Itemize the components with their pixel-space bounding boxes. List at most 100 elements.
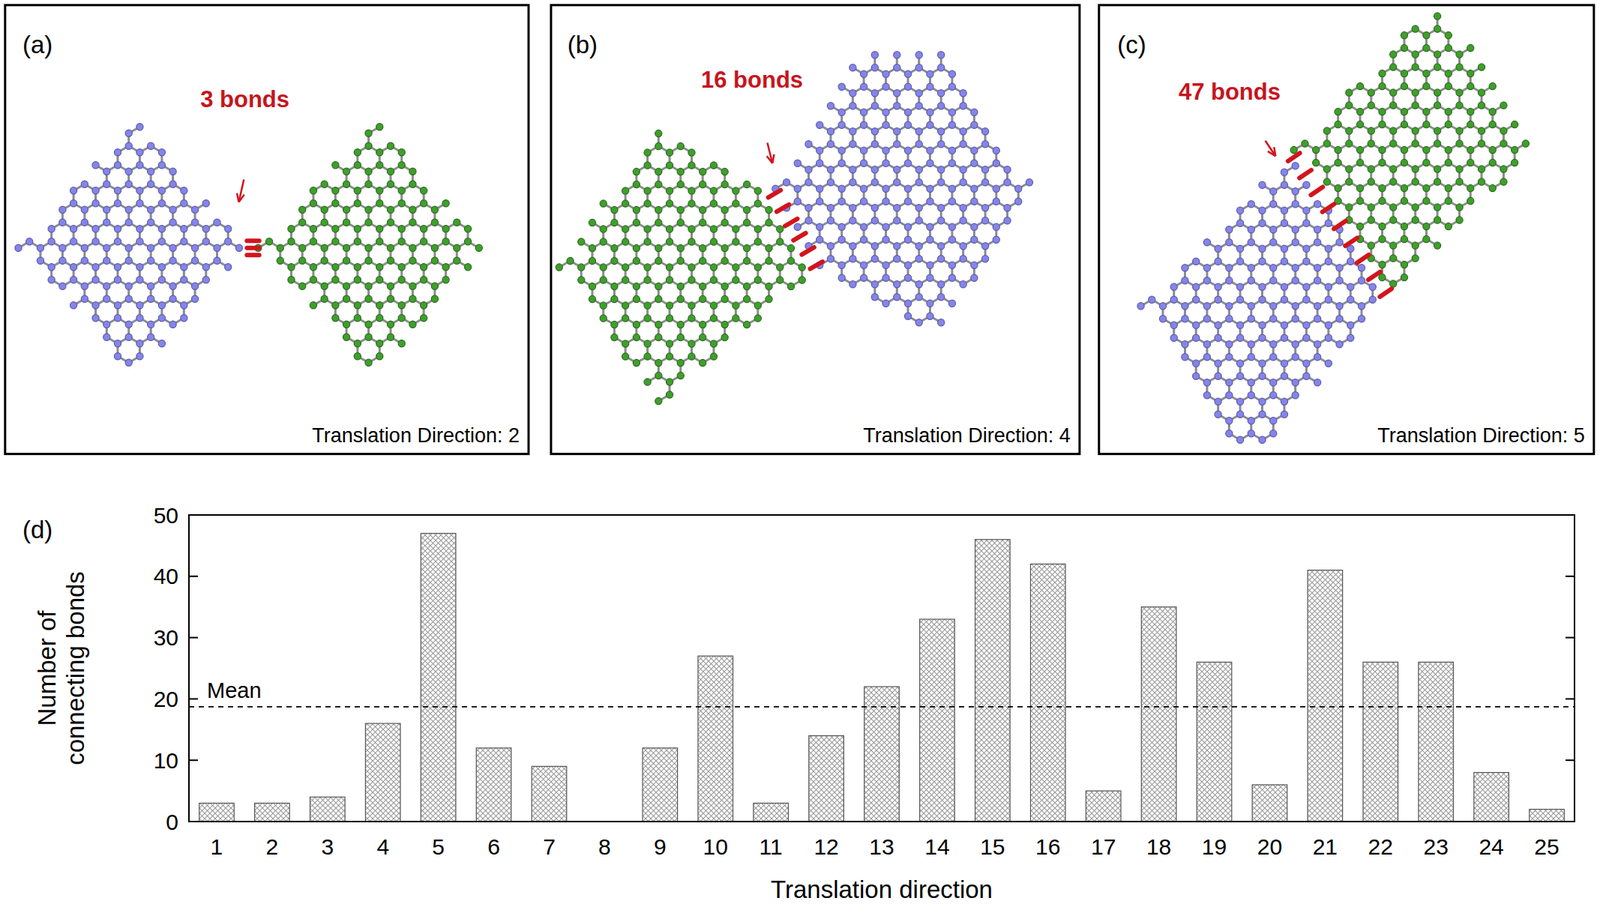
atom (1225, 264, 1233, 272)
atom (838, 108, 845, 116)
atom (970, 146, 978, 154)
atom (721, 180, 729, 188)
atom (948, 261, 956, 269)
atom (343, 333, 351, 341)
atom (136, 187, 144, 195)
atom (970, 223, 978, 231)
atom (688, 225, 696, 233)
atom (578, 263, 585, 271)
atom (677, 206, 684, 213)
atom (860, 261, 868, 269)
atom (893, 128, 901, 135)
atom (353, 225, 361, 233)
atom (926, 108, 934, 116)
atom (80, 295, 88, 303)
atom (860, 121, 868, 129)
atom (710, 263, 717, 271)
atom (959, 89, 967, 97)
atom (332, 302, 339, 309)
atom (1025, 179, 1033, 186)
atom (113, 340, 121, 348)
atom (948, 274, 956, 282)
atom (948, 70, 956, 78)
atom (644, 187, 651, 195)
structure-panel: (c)47 bondsTranslation Direction: 5 (1099, 5, 1595, 455)
atom (904, 159, 911, 167)
atom (765, 295, 773, 303)
atom (103, 180, 111, 188)
atom (158, 149, 165, 156)
atom (816, 146, 824, 154)
atom (320, 282, 328, 290)
atom (1303, 206, 1310, 214)
atom (1247, 277, 1255, 285)
atom (147, 282, 155, 290)
atom (431, 282, 438, 290)
atom (655, 180, 663, 188)
atom (70, 225, 78, 233)
atom (882, 159, 890, 167)
atom (398, 263, 405, 271)
atom (376, 161, 384, 169)
atom (677, 218, 684, 226)
atom (420, 225, 428, 233)
atom (948, 146, 956, 154)
atom (915, 140, 923, 148)
atom (644, 149, 651, 156)
atom (782, 179, 790, 186)
atom (611, 257, 618, 264)
atom (376, 276, 384, 284)
atom (213, 218, 221, 226)
atom (644, 238, 651, 246)
atom (849, 204, 857, 212)
atom (80, 244, 88, 252)
atom (343, 244, 351, 252)
bonds (1141, 165, 1373, 441)
atom (981, 179, 989, 186)
atom (838, 197, 845, 205)
atom (871, 166, 878, 174)
atom (677, 167, 684, 175)
atom (70, 276, 78, 284)
atom (632, 218, 640, 226)
atom (1291, 226, 1299, 234)
atom (599, 200, 607, 207)
atom (849, 281, 857, 288)
atom (409, 180, 417, 188)
atom (926, 312, 934, 320)
atom (1203, 239, 1211, 246)
atom (754, 263, 762, 271)
atom (826, 242, 834, 250)
atom (169, 320, 177, 328)
atom (1291, 277, 1299, 285)
atom (125, 257, 132, 264)
atom (677, 244, 684, 252)
atom (926, 70, 934, 78)
atom (721, 333, 729, 341)
atom (353, 161, 361, 169)
atom (92, 238, 99, 246)
atom (721, 244, 729, 252)
atom (299, 244, 306, 252)
atom (578, 276, 585, 284)
atom (926, 83, 934, 90)
atom (893, 281, 901, 288)
atom (882, 108, 890, 116)
atom (365, 218, 372, 226)
atom (125, 206, 132, 213)
atom (860, 159, 868, 167)
atom (992, 197, 1000, 205)
atom (343, 295, 351, 303)
atom (158, 225, 165, 233)
atom (644, 263, 651, 271)
atom (665, 314, 673, 322)
atom (794, 223, 801, 231)
atom (59, 282, 66, 290)
atom (453, 257, 461, 264)
atom (816, 223, 824, 231)
atom (970, 121, 978, 129)
atom (632, 282, 640, 290)
atom (849, 89, 857, 97)
atom (904, 83, 911, 90)
atom (169, 167, 177, 175)
